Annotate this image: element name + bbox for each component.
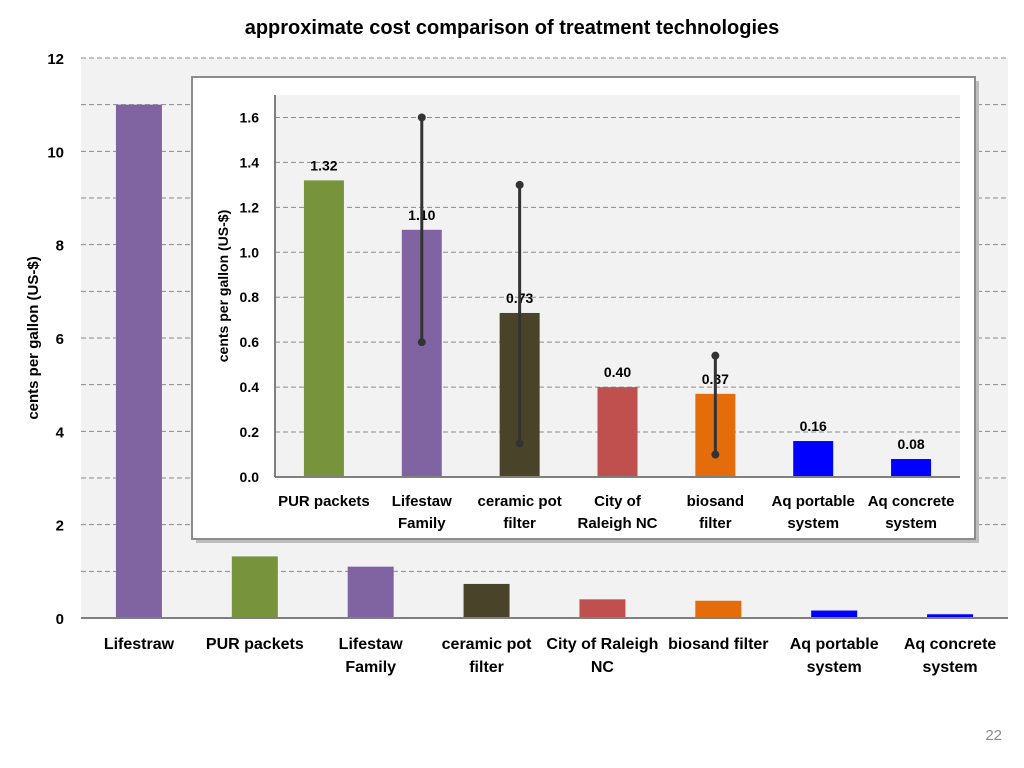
- inset-x-tick-label: ceramic pot: [478, 493, 562, 510]
- inset-x-tick-label: City of: [594, 493, 642, 510]
- inset-error-bar-cap: [417, 338, 426, 347]
- main-x-tick-label: NC: [591, 659, 615, 676]
- main-x-tick-label: City of Raleigh: [546, 636, 658, 653]
- inset-y-tick-label: 1.0: [240, 244, 260, 260]
- inset-x-tick-label: system: [885, 515, 937, 532]
- inset-bar: [891, 459, 932, 477]
- inset-y-tick-label: 1.6: [240, 109, 260, 125]
- main-y-tick-label: 4: [56, 424, 65, 441]
- inset-x-tick-label: Lifestaw: [392, 493, 452, 510]
- inset-error-bar-cap: [417, 113, 426, 122]
- main-bar: [347, 566, 394, 618]
- inset-y-axis-label: cents per gallon (US-$): [215, 210, 231, 362]
- inset-x-tick-label: Aq concrete: [868, 493, 955, 510]
- inset-error-bar-cap: [515, 439, 524, 448]
- inset-x-tick-label: filter: [503, 515, 536, 532]
- inset-error-bar-cap: [711, 351, 720, 360]
- main-x-tick-label: Aq portable: [790, 636, 879, 653]
- inset-x-tick-label: Family: [398, 515, 446, 532]
- main-x-tick-label: filter: [469, 659, 504, 676]
- main-bar: [115, 104, 162, 618]
- inset-data-label: 0.08: [897, 436, 924, 452]
- page-number: 22: [985, 727, 1002, 744]
- main-x-tick-label: Lifestaw: [339, 636, 404, 653]
- inset-y-tick-label: 0.4: [240, 379, 260, 395]
- main-x-tick-label: Aq concrete: [904, 636, 997, 653]
- main-y-tick-label: 6: [56, 331, 64, 348]
- inset-y-tick-label: 1.2: [240, 199, 260, 215]
- chart-title: approximate cost comparison of treatment…: [245, 17, 780, 39]
- inset-bar: [793, 441, 834, 477]
- inset-x-tick-label: Aq portable: [772, 493, 855, 510]
- main-y-tick-label: 2: [56, 518, 64, 535]
- main-x-tick-label: ceramic pot: [442, 636, 532, 653]
- inset-data-label: 1.32: [310, 157, 337, 173]
- inset-x-tick-label: PUR packets: [278, 493, 370, 510]
- main-bar: [231, 556, 278, 618]
- main-x-tick-label: system: [922, 659, 977, 676]
- main-bar: [463, 583, 510, 618]
- inset-x-tick-label: Raleigh NC: [577, 515, 657, 532]
- inset-bar: [303, 180, 344, 477]
- main-y-tick-label: 10: [47, 144, 64, 161]
- main-x-tick-label: PUR packets: [206, 636, 304, 653]
- main-x-tick-label: system: [807, 659, 862, 676]
- main-y-tick-label: 0: [56, 611, 64, 628]
- main-bar: [811, 610, 858, 618]
- main-bar: [927, 614, 974, 618]
- inset-error-bar-cap: [711, 450, 720, 459]
- inset-y-tick-label: 0.6: [240, 334, 260, 350]
- inset-x-tick-label: filter: [699, 515, 732, 532]
- main-x-tick-label: biosand filter: [668, 636, 768, 653]
- main-x-tick-label: Lifestraw: [104, 636, 175, 653]
- inset-error-bar-cap: [515, 180, 524, 189]
- inset-y-tick-label: 0.8: [240, 289, 260, 305]
- inset-bar: [597, 387, 638, 477]
- inset-data-label: 0.16: [800, 418, 827, 434]
- inset-x-tick-label: biosand: [687, 493, 745, 510]
- inset-y-tick-label: 1.4: [240, 154, 260, 170]
- inset-data-label: 0.40: [604, 364, 631, 380]
- main-x-tick-label: Family: [345, 659, 396, 676]
- main-y-tick-label: 8: [56, 238, 64, 255]
- main-bar: [579, 599, 626, 618]
- main-y-tick-label: 12: [47, 51, 64, 68]
- inset-y-tick-label: 0.2: [240, 424, 260, 440]
- inset-y-tick-label: 0.0: [240, 469, 260, 485]
- inset-x-tick-label: system: [787, 515, 839, 532]
- main-bar: [695, 600, 742, 618]
- main-y-axis-label: cents per gallon (US-$): [25, 256, 42, 419]
